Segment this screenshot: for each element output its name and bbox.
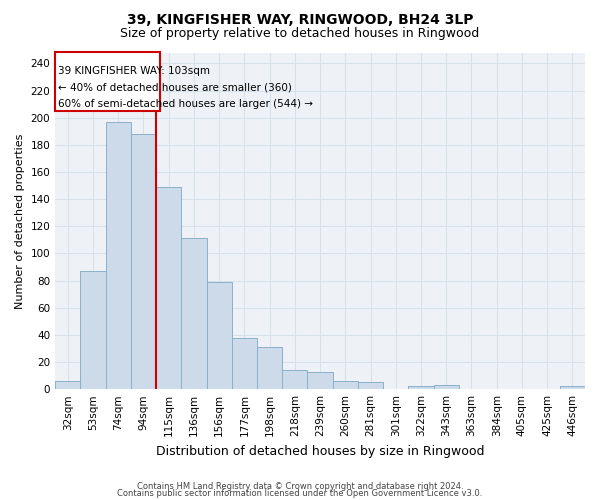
Bar xyxy=(358,382,383,389)
Bar xyxy=(156,187,181,389)
Bar xyxy=(80,271,106,389)
Bar xyxy=(206,282,232,389)
Bar xyxy=(55,52,160,111)
Bar xyxy=(560,386,585,389)
Text: Contains public sector information licensed under the Open Government Licence v3: Contains public sector information licen… xyxy=(118,490,482,498)
Bar xyxy=(181,238,206,389)
Text: 60% of semi-detached houses are larger (544) →: 60% of semi-detached houses are larger (… xyxy=(58,98,313,108)
X-axis label: Distribution of detached houses by size in Ringwood: Distribution of detached houses by size … xyxy=(156,444,484,458)
Bar xyxy=(282,370,307,389)
Text: Size of property relative to detached houses in Ringwood: Size of property relative to detached ho… xyxy=(121,28,479,40)
Text: 39, KINGFISHER WAY, RINGWOOD, BH24 3LP: 39, KINGFISHER WAY, RINGWOOD, BH24 3LP xyxy=(127,12,473,26)
Text: 39 KINGFISHER WAY: 103sqm: 39 KINGFISHER WAY: 103sqm xyxy=(58,66,210,76)
Bar xyxy=(106,122,131,389)
Bar xyxy=(434,385,459,389)
Bar xyxy=(232,338,257,389)
Text: ← 40% of detached houses are smaller (360): ← 40% of detached houses are smaller (36… xyxy=(58,82,292,92)
Bar xyxy=(131,134,156,389)
Bar xyxy=(307,372,332,389)
Bar xyxy=(55,381,80,389)
Text: Contains HM Land Registry data © Crown copyright and database right 2024.: Contains HM Land Registry data © Crown c… xyxy=(137,482,463,491)
Bar xyxy=(409,386,434,389)
Y-axis label: Number of detached properties: Number of detached properties xyxy=(15,133,25,308)
Bar xyxy=(257,347,282,389)
Bar xyxy=(332,381,358,389)
